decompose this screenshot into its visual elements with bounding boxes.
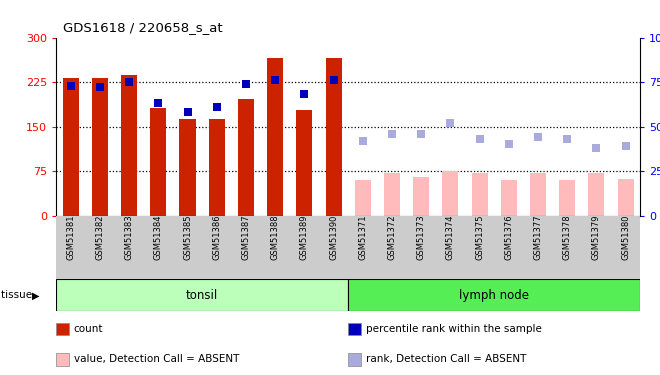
Bar bbox=[559, 180, 576, 216]
Point bbox=[328, 77, 339, 83]
Bar bbox=[121, 75, 137, 216]
Bar bbox=[325, 58, 342, 216]
Point bbox=[94, 84, 105, 90]
Bar bbox=[238, 99, 254, 216]
Point bbox=[358, 138, 368, 144]
Text: tonsil: tonsil bbox=[186, 289, 218, 302]
Text: rank, Detection Call = ABSENT: rank, Detection Call = ABSENT bbox=[366, 354, 526, 364]
Bar bbox=[92, 78, 108, 216]
Point bbox=[591, 145, 602, 151]
Bar bbox=[530, 173, 546, 216]
Bar bbox=[442, 171, 459, 216]
Point bbox=[124, 79, 135, 85]
Point bbox=[562, 136, 572, 142]
Bar bbox=[348, 353, 361, 366]
Text: ▶: ▶ bbox=[32, 290, 39, 300]
Point bbox=[445, 120, 455, 126]
Point bbox=[241, 81, 251, 87]
Text: count: count bbox=[74, 324, 103, 334]
Point bbox=[182, 110, 193, 116]
Point bbox=[211, 104, 222, 110]
Bar bbox=[209, 119, 225, 216]
Point bbox=[153, 100, 164, 106]
Point bbox=[387, 131, 397, 137]
Bar bbox=[180, 119, 195, 216]
Point bbox=[504, 141, 514, 147]
Text: percentile rank within the sample: percentile rank within the sample bbox=[366, 324, 542, 334]
Bar bbox=[348, 279, 640, 311]
Text: GDS1618 / 220658_s_at: GDS1618 / 220658_s_at bbox=[63, 21, 222, 34]
Bar bbox=[588, 173, 605, 216]
Bar bbox=[56, 323, 69, 335]
Bar bbox=[413, 177, 429, 216]
Bar bbox=[384, 173, 400, 216]
Text: value, Detection Call = ABSENT: value, Detection Call = ABSENT bbox=[74, 354, 239, 364]
Bar bbox=[56, 353, 69, 366]
Point bbox=[475, 136, 485, 142]
Bar bbox=[150, 108, 166, 216]
Bar bbox=[354, 180, 371, 216]
Point bbox=[65, 82, 76, 88]
Text: lymph node: lymph node bbox=[459, 289, 529, 302]
Bar bbox=[501, 180, 517, 216]
Bar bbox=[56, 279, 348, 311]
Bar bbox=[618, 179, 634, 216]
Point bbox=[270, 77, 280, 83]
Bar bbox=[63, 78, 79, 216]
Bar bbox=[348, 323, 361, 335]
Bar bbox=[267, 58, 283, 216]
Point bbox=[533, 134, 543, 140]
Point bbox=[416, 131, 426, 137]
Bar bbox=[296, 110, 312, 216]
Point bbox=[299, 92, 310, 98]
Text: tissue: tissue bbox=[1, 290, 35, 300]
Point bbox=[620, 143, 631, 149]
Bar bbox=[471, 173, 488, 216]
